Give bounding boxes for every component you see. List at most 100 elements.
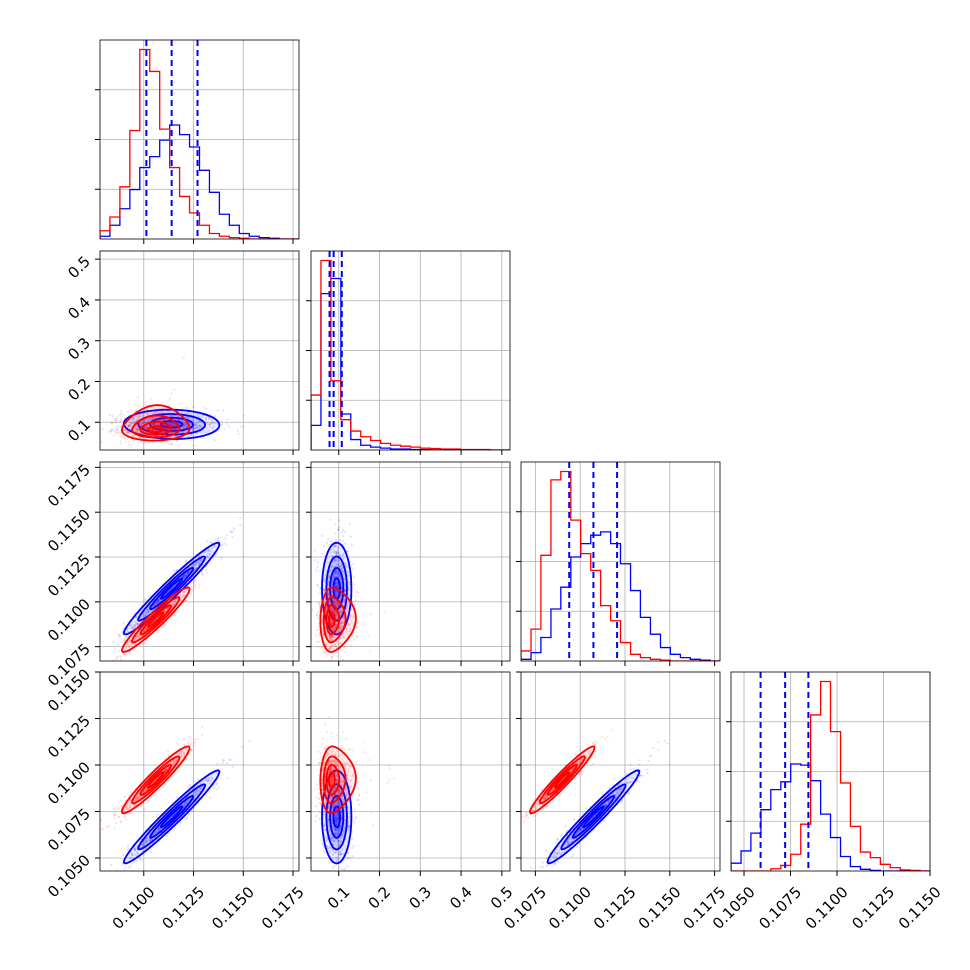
panel-frame-3-3 (730, 671, 931, 872)
x-tick-label: 0.1150 (895, 883, 945, 933)
contour-red (322, 755, 347, 805)
y-tick-label: 0.1100 (44, 595, 94, 645)
contour-red (554, 771, 571, 789)
contour-blue (332, 805, 341, 829)
histogram-panel-3 (726, 672, 931, 871)
contour-red (319, 586, 357, 653)
contour-blue (149, 416, 195, 432)
scatter-panel-1-0 (100, 251, 299, 450)
density-fill-blue (160, 578, 183, 599)
panel-frame-2-1 (310, 461, 511, 662)
x-tick-label: 0.1100 (802, 883, 852, 933)
density-fill-red (539, 756, 585, 804)
density-fill-red (320, 746, 356, 814)
y-tick-label: 0.5 (64, 252, 94, 282)
y-tick-label: 0.2 (64, 375, 94, 405)
contour-blue (325, 555, 348, 622)
contour-blue (560, 783, 627, 851)
panel-frame-3-2 (520, 671, 721, 872)
contour-blue (332, 577, 341, 600)
scatter-panel-3-2 (521, 671, 720, 871)
histogram-series-blue (311, 277, 510, 450)
x-tick-label: 0.1125 (158, 883, 208, 933)
y-tick-label: 0.1125 (44, 550, 94, 600)
density-fill-red (121, 405, 190, 441)
histogram-series-red (311, 259, 510, 450)
y-tick-label: 0.1125 (44, 712, 94, 762)
density-fill-blue (123, 542, 220, 635)
density-fill-blue (138, 784, 206, 850)
contour-red (131, 414, 181, 439)
contour-red (139, 763, 172, 796)
density-fill-red (320, 587, 356, 652)
panel-frame-2-2 (520, 461, 721, 662)
x-tick-label: 0.1150 (208, 883, 258, 933)
density-fill-red (140, 421, 171, 435)
contour-red (529, 745, 596, 815)
histogram-series-red (100, 48, 299, 239)
contour-blue (159, 420, 184, 429)
contour-blue (546, 769, 641, 865)
contour-red (139, 604, 172, 636)
contour-red (322, 596, 347, 644)
contour-red (325, 604, 341, 636)
y-tick-label: 0.1100 (44, 758, 94, 808)
panel-frame-0-0 (99, 39, 300, 240)
contour-red (147, 771, 165, 789)
contour-blue (329, 795, 345, 839)
y-tick-label: 0.1075 (44, 805, 94, 855)
contour-blue (159, 577, 184, 600)
contour-blue (325, 783, 348, 851)
contour-blue (137, 555, 207, 622)
contour-red (147, 425, 165, 433)
panel-frame-3-1 (310, 671, 511, 872)
density-fill-red (148, 612, 164, 627)
density-fill-blue (138, 556, 206, 621)
contour-red (139, 420, 172, 436)
density-fill-blue (123, 770, 220, 864)
histogram-panel-2 (516, 462, 720, 661)
contour-red (546, 763, 578, 796)
density-fill-red (121, 587, 190, 652)
contour-red (325, 763, 341, 796)
panel-frame-3-0 (99, 671, 300, 872)
scatter-panel-3-1 (311, 671, 510, 871)
histogram-panel-1 (306, 251, 510, 450)
x-tick-label: 0.4 (446, 883, 476, 913)
contour-blue (137, 413, 207, 436)
density-fill-red (326, 605, 340, 635)
histogram-panel-0 (95, 40, 299, 239)
contour-red (319, 745, 357, 815)
density-fill-blue (330, 796, 344, 838)
scatter-panel-3-0 (100, 671, 299, 871)
y-tick-label: 0.1175 (44, 461, 94, 511)
scatter-panel-2-1 (311, 462, 510, 661)
contour-red (147, 611, 165, 628)
density-fill-blue (160, 806, 183, 828)
contour-blue (122, 541, 221, 636)
x-tick-label: 0.1100 (545, 883, 595, 933)
density-fill-blue (583, 806, 604, 828)
y-tick-label: 0.3 (64, 334, 94, 364)
contour-red (120, 586, 191, 653)
contour-red (538, 755, 586, 805)
density-fill-blue (326, 784, 347, 850)
density-fill-red (132, 597, 180, 643)
y-tick-label: 0.1150 (44, 505, 94, 555)
panel-frame-2-0 (99, 461, 300, 662)
x-tick-label: 0.1075 (755, 883, 805, 933)
x-tick-label: 0.2 (365, 883, 395, 913)
contour-red (328, 611, 336, 628)
contour-blue (321, 769, 353, 865)
x-tick-label: 0.1100 (109, 883, 159, 933)
contour-red (120, 745, 191, 815)
panel-frame-1-1 (310, 250, 511, 451)
density-fill-red (148, 772, 164, 788)
panel-frame-1-0 (99, 250, 300, 451)
contour-blue (149, 795, 195, 839)
x-tick-label: 0.3 (405, 883, 435, 913)
histogram-series-blue (521, 531, 720, 661)
contour-blue (122, 769, 221, 865)
density-fill-red (555, 772, 570, 788)
y-tick-label: 0.4 (64, 293, 94, 323)
